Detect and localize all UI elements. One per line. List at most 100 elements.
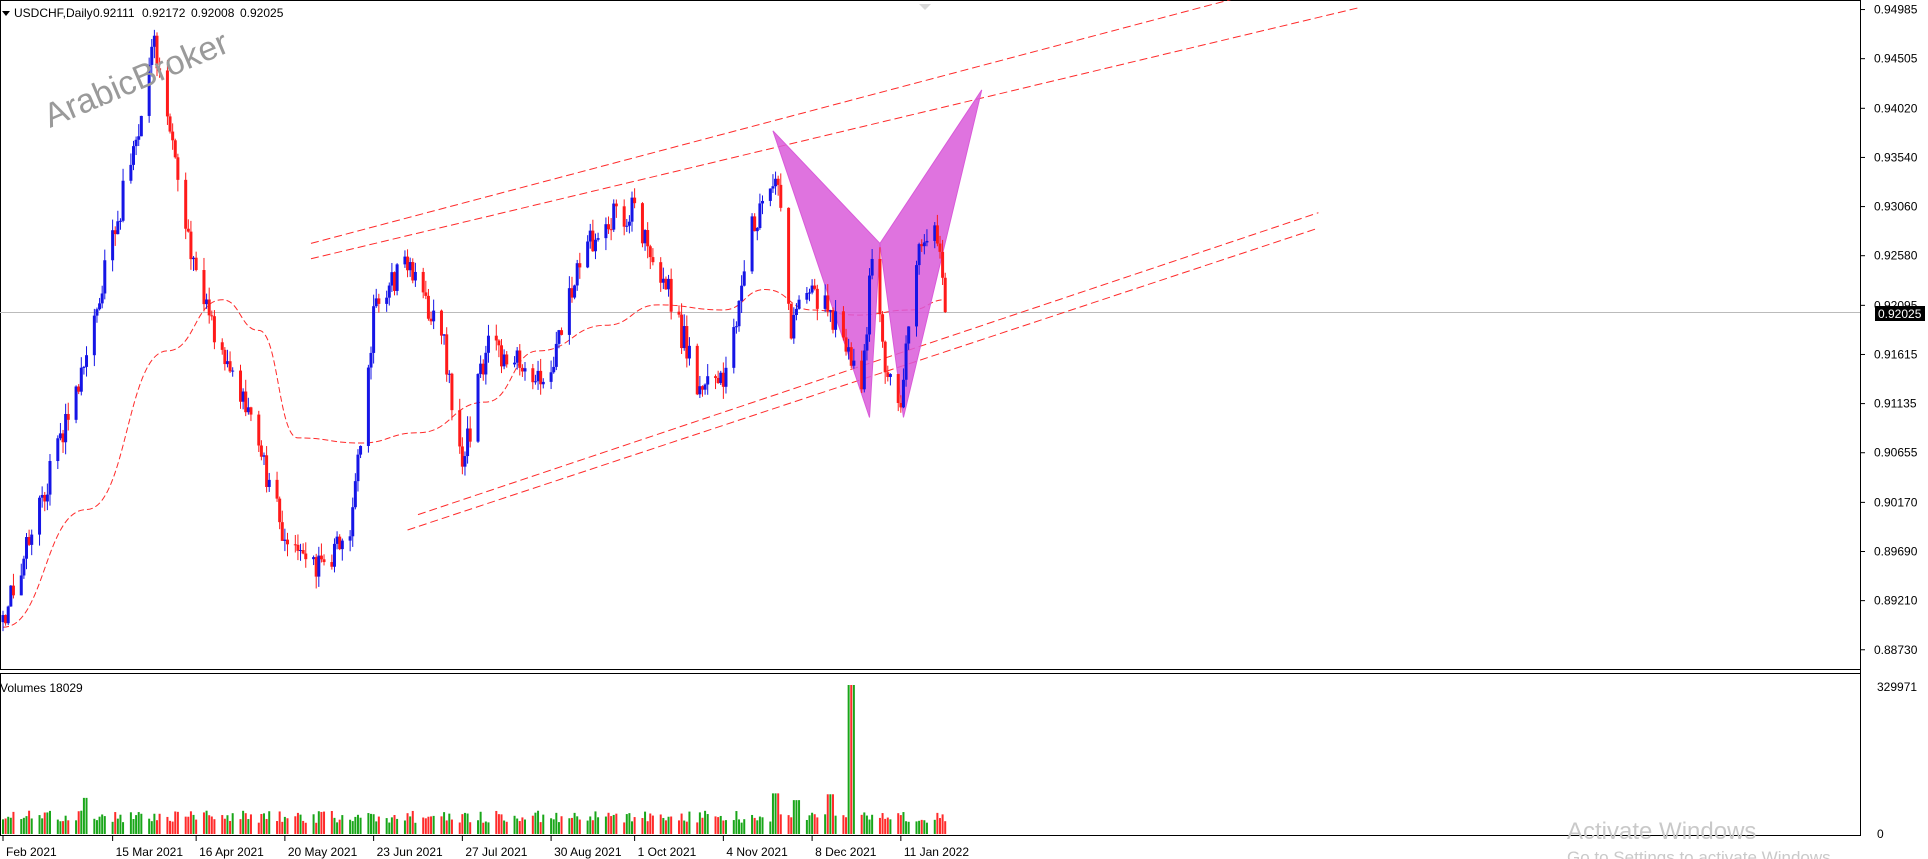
volume-bar	[458, 822, 461, 834]
volume-bar	[534, 812, 537, 834]
volume-bar	[320, 811, 323, 834]
volume-bar	[753, 817, 756, 834]
harmonic-pattern-layer	[772, 89, 983, 418]
volume-bar	[377, 816, 380, 834]
volume-bar	[542, 814, 545, 834]
candle-body	[129, 164, 133, 181]
candle-body	[463, 456, 467, 467]
candle-body	[257, 414, 261, 446]
pattern-triangle-xab[interactable]	[772, 130, 881, 418]
candle-body	[369, 352, 373, 368]
candle-body	[886, 372, 890, 377]
volume-bar	[22, 817, 25, 834]
volume-bar	[941, 814, 944, 834]
candle-body	[27, 537, 31, 545]
candle-body	[661, 278, 665, 283]
candle-body	[134, 139, 138, 147]
candle-body	[9, 585, 13, 607]
candle-body	[173, 140, 177, 158]
candle-body	[917, 244, 921, 266]
volume-bar	[847, 685, 850, 834]
candle-body	[685, 326, 689, 359]
symbol-menu-icon[interactable]	[2, 11, 10, 16]
candle-body	[481, 363, 485, 375]
volume-bar	[829, 794, 832, 834]
volume-bar	[448, 813, 451, 834]
volume-bar	[98, 816, 101, 834]
volume-bar	[944, 821, 947, 834]
candle-body	[366, 367, 370, 446]
volume-bar	[257, 822, 260, 834]
pattern-triangle-bcd[interactable]	[879, 89, 983, 418]
volume-bar	[229, 820, 232, 834]
volume-bar	[192, 814, 195, 834]
volume-bar	[46, 812, 49, 834]
volume-bar	[333, 817, 336, 834]
candle-body	[753, 216, 757, 232]
volume-bar	[403, 820, 406, 834]
volume-bar	[385, 818, 388, 834]
volume-bar	[341, 815, 344, 834]
candle-body	[332, 543, 336, 567]
candle-body	[667, 278, 671, 290]
candle-body	[424, 292, 428, 296]
volume-bar	[286, 818, 289, 834]
candle-body	[750, 216, 754, 272]
volume-bar	[169, 820, 172, 834]
time-tick-label: 30 Aug 2021	[554, 845, 622, 859]
volume-bar	[578, 819, 581, 834]
volume-bar	[555, 812, 558, 834]
candle-body	[408, 262, 412, 271]
volume-bar	[323, 811, 326, 834]
candle-body	[607, 224, 611, 230]
candle-body	[147, 64, 151, 116]
candle-body	[330, 562, 334, 567]
volume-bar	[195, 819, 198, 834]
candle-body	[19, 575, 23, 596]
candle-body	[353, 481, 357, 508]
channel-line[interactable]	[407, 227, 1319, 531]
volume-bar	[795, 800, 798, 834]
volume-bar	[557, 822, 560, 834]
volume-bar	[743, 819, 746, 834]
candle-body	[771, 186, 775, 189]
candle-body	[925, 240, 929, 243]
volume-bar	[897, 813, 900, 834]
volume-bar	[244, 813, 247, 834]
candle-body	[231, 370, 235, 372]
candle-body	[439, 310, 443, 336]
candle-body	[703, 384, 707, 390]
volume-bar	[247, 819, 250, 834]
activate-windows-title: Activate Windows	[1567, 818, 1756, 845]
volume-bar	[633, 817, 636, 834]
volume-bar	[283, 816, 286, 834]
volume-bar	[477, 820, 480, 834]
volume-bar	[315, 822, 318, 834]
volume-bar	[756, 820, 759, 834]
time-tick-label: 11 Jan 2022	[904, 845, 969, 859]
candle-body	[155, 35, 159, 69]
candle-body	[797, 299, 801, 309]
candle-body	[758, 203, 762, 229]
candle-body	[575, 263, 579, 286]
channel-line[interactable]	[310, 0, 1238, 244]
candle-body	[24, 537, 28, 559]
volume-bar	[205, 810, 208, 834]
time-tick-label: 1 Oct 2021	[638, 845, 697, 859]
scroll-marker-icon[interactable]	[919, 4, 931, 10]
volume-bar	[77, 811, 80, 834]
volume-bar	[48, 810, 51, 834]
candle-body	[450, 373, 454, 411]
candle-body	[296, 544, 300, 551]
candle-body	[682, 326, 686, 349]
candle-body	[826, 295, 830, 312]
volume-bar	[393, 815, 396, 834]
volume-bar	[450, 819, 453, 834]
candle-body	[659, 262, 663, 283]
volume-bar	[735, 811, 738, 834]
candle-body	[831, 310, 835, 330]
candle-body	[374, 298, 378, 307]
volume-bar	[871, 814, 874, 834]
candle-body	[737, 300, 741, 327]
